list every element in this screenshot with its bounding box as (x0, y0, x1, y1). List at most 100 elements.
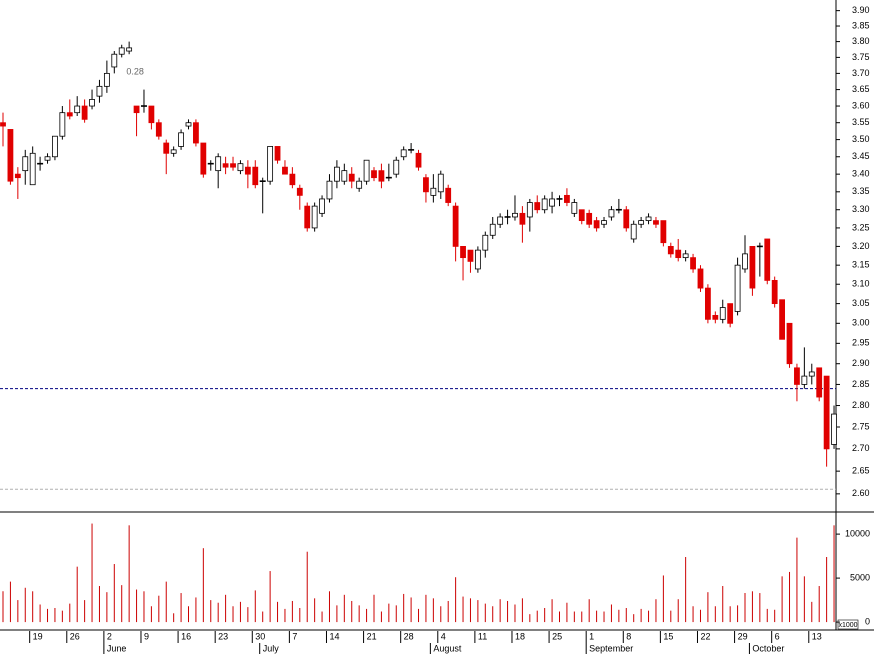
y-tick-label: 3.10 (852, 279, 870, 289)
candle-body (705, 287, 711, 320)
candle-body (222, 163, 229, 168)
candle-body (44, 156, 51, 161)
candle-body (282, 166, 288, 175)
candle-body (289, 173, 296, 186)
month-label: October (752, 643, 784, 653)
candle-body (163, 142, 170, 154)
candle-body (467, 249, 474, 262)
y-tick-label: 3.45 (852, 151, 870, 161)
candle-body (148, 105, 155, 124)
y-tick-label: 2.65 (852, 466, 870, 476)
candle-body (267, 146, 274, 182)
x-tick-label: 6 (775, 631, 780, 641)
y-tick-label: 3.35 (852, 186, 870, 196)
y-tick-label: 3.85 (852, 20, 870, 30)
candle-body (437, 173, 444, 193)
y-tick-label: 3.50 (852, 134, 870, 144)
candle-body (593, 220, 600, 229)
candle-body (690, 257, 696, 270)
y-tick-label: 3.40 (852, 169, 870, 179)
candle-body (779, 299, 785, 340)
candle-body (667, 246, 674, 255)
candle-body (126, 47, 133, 52)
x-tick-label: 9 (144, 631, 149, 641)
candle-body (653, 220, 659, 225)
candle-body (96, 85, 103, 97)
candle-body (415, 152, 422, 168)
candle-body (742, 253, 748, 270)
candle-body (200, 142, 207, 175)
candle-body (185, 122, 192, 127)
annotation: 0.28 (126, 67, 144, 77)
x-tick-label: 25 (552, 631, 562, 641)
candle-body (341, 170, 348, 182)
candle-body (808, 371, 815, 377)
y-tick-label: 3.75 (852, 52, 870, 62)
candle-body (356, 180, 363, 189)
candle-body (237, 163, 244, 172)
y-tick-label: 3.20 (852, 241, 870, 251)
candle-body (608, 209, 615, 218)
candle-body (274, 146, 281, 161)
candle-body (118, 47, 125, 55)
candle-body (296, 187, 303, 196)
candle-body (474, 249, 481, 270)
y-tick-label: 2.95 (852, 338, 870, 348)
candle-body (749, 246, 756, 289)
candle-body (794, 367, 800, 385)
candle-body (445, 187, 452, 203)
candle-body (170, 149, 177, 154)
candle-body (831, 413, 837, 445)
y-tick-label: 3.80 (852, 36, 870, 46)
x-tick-label: 7 (292, 631, 297, 641)
candle-body (333, 166, 340, 182)
candle-body (497, 216, 504, 225)
candle-body (541, 198, 548, 211)
y-tick-label: 2.60 (852, 488, 870, 498)
candle-body (578, 209, 585, 222)
y-tick-label: 3.00 (852, 318, 870, 328)
candle-body (712, 314, 719, 320)
candle-body (682, 253, 689, 259)
x-tick-label: 30 (255, 631, 265, 641)
candle-body (59, 112, 66, 137)
candle-body (460, 246, 466, 259)
x-tick-label: 13 (812, 631, 822, 641)
y-tick-label: 3.60 (852, 100, 870, 110)
candle-body (0, 122, 6, 127)
y-tick-label: 3.65 (852, 84, 870, 94)
candle-body (193, 122, 199, 144)
candle-body (586, 212, 593, 225)
x-tick-label: 1 (589, 631, 594, 641)
candle-body (111, 53, 118, 68)
x-tick-label: 19 (33, 631, 43, 641)
x-tick-label: 22 (700, 631, 710, 641)
candle-body (378, 170, 385, 182)
candle-body (823, 375, 830, 450)
candle-body (155, 122, 162, 137)
month-label: June (107, 643, 127, 653)
unit-box (837, 619, 859, 630)
x-tick-label: 18 (515, 631, 525, 641)
x-tick-label: 8 (626, 631, 631, 641)
candle-body (697, 268, 704, 289)
y-tick-label: 3.90 (852, 5, 870, 15)
candle-body (326, 180, 333, 200)
candle-body (423, 177, 429, 193)
candle-body (371, 170, 377, 179)
candle-body (133, 105, 140, 114)
y-tick-label: 2.85 (852, 379, 870, 389)
month-label: September (589, 643, 633, 653)
x-tick-label: 14 (329, 631, 339, 641)
x-tick-label: 29 (738, 631, 748, 641)
candle-body (630, 223, 637, 240)
candle-body (452, 205, 459, 247)
x-tick-label: 21 (367, 631, 377, 641)
x-tick-label: 26 (70, 631, 80, 641)
candle-body (311, 205, 318, 229)
candle-body (564, 194, 570, 203)
candle-body (660, 220, 667, 244)
candle-body (363, 159, 370, 182)
x-tick-label: 23 (218, 631, 228, 641)
candle-body (29, 152, 36, 186)
